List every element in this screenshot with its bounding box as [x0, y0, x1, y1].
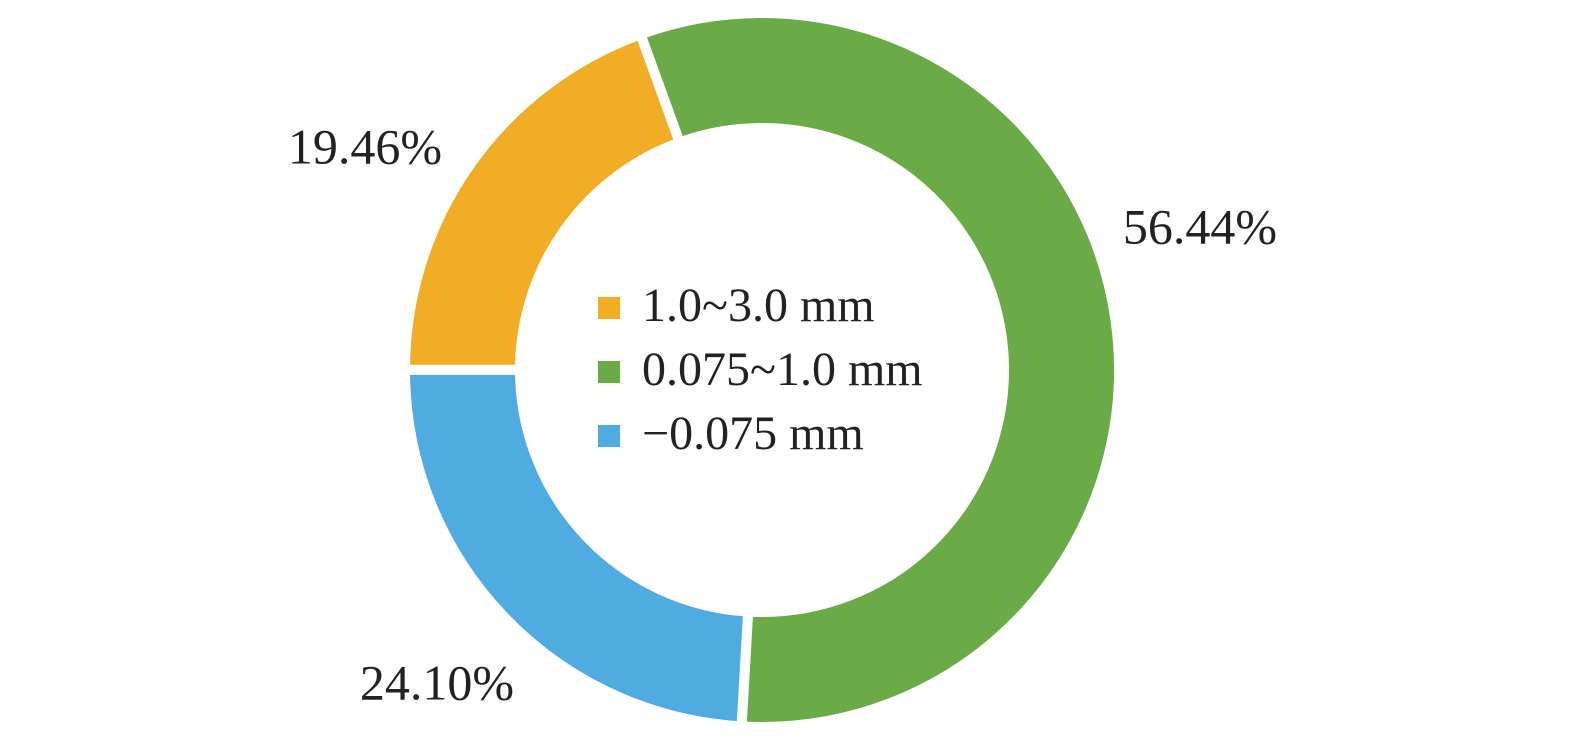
- donut-slice: [634, 8, 1124, 732]
- donut-slice: [399, 27, 687, 375]
- data-label: 19.46%: [288, 118, 442, 174]
- legend-swatch: [598, 297, 620, 319]
- legend-label: 1.0~3.0 mm: [642, 279, 875, 332]
- data-label: 24.10%: [360, 654, 514, 710]
- donut-slice: [399, 364, 754, 732]
- legend-swatch: [598, 425, 620, 447]
- legend-swatch: [598, 361, 620, 383]
- legend-label: −0.075 mm: [642, 407, 864, 460]
- legend-label: 0.075~1.0 mm: [642, 343, 923, 396]
- data-label: 56.44%: [1123, 198, 1277, 254]
